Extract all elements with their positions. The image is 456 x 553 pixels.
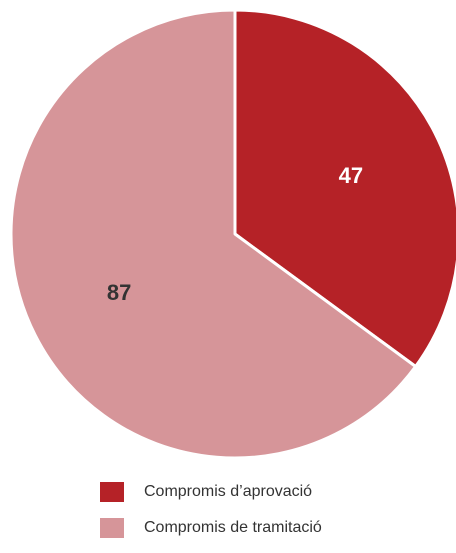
legend-item-aprovacio: Compromis d’aprovació	[100, 481, 322, 503]
slice-value-label-aprovacio: 47	[339, 163, 363, 188]
pie-chart: 47 87	[9, 8, 456, 460]
pie-slice-aprovacio	[233, 8, 456, 369]
legend-label-aprovacio: Compromis d’aprovació	[144, 483, 313, 500]
legend-swatch-tramitacio	[100, 518, 124, 538]
legend-swatch-aprovacio	[100, 482, 124, 502]
legend: Compromis d’aprovació Compromis de trami…	[100, 481, 322, 553]
legend-item-tramitacio: Compromis de tramitació	[100, 517, 322, 539]
slice-value-label-tramitacio: 87	[107, 280, 131, 305]
pie-slice-tramitacio	[9, 8, 418, 460]
legend-label-tramitacio: Compromis de tramitació	[144, 519, 322, 536]
